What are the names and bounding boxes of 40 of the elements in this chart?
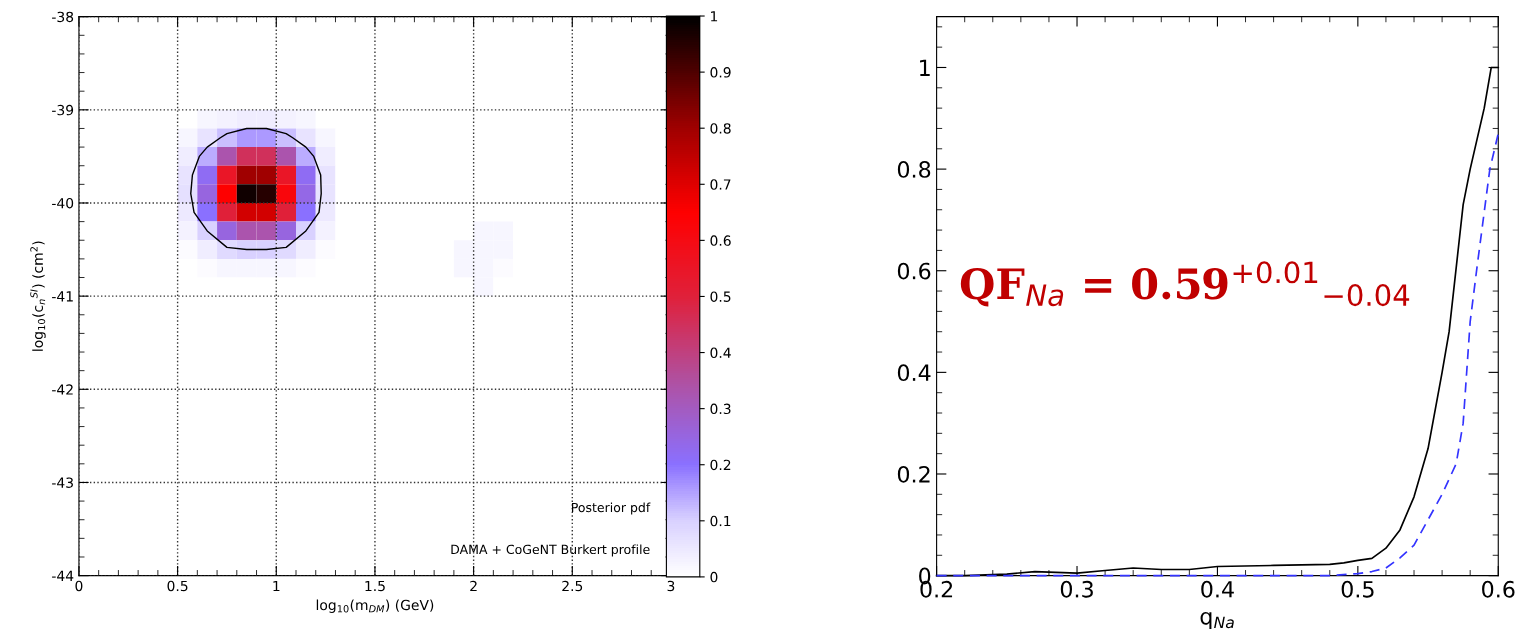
annotation: Posterior pdf <box>571 502 651 515</box>
x-tick-label: 0.5 <box>167 580 188 592</box>
y-tick-label: -40 <box>52 197 74 209</box>
x-tick-label: 0.5 <box>1341 580 1374 598</box>
color-bar-label: 0.4 <box>710 347 731 359</box>
y-tick-label: 0.2 <box>897 465 930 483</box>
y-axis-title: log$_{10}$(c$_{n}$$^{SI}$) (cm$^{2}$) <box>30 241 46 351</box>
y-tick-label: 0.6 <box>897 262 931 280</box>
x-tick-label: 1.5 <box>365 580 385 592</box>
x-tick-label: 0 <box>75 580 83 592</box>
color-bar-label: 1 <box>711 11 718 22</box>
y-tick-label: -43 <box>52 477 73 488</box>
x-tick-label: 2.5 <box>562 580 583 592</box>
y-tick-label: -41 <box>52 291 73 302</box>
color-bar-label: 0.3 <box>710 403 731 415</box>
x-tick-label: 3 <box>667 580 675 592</box>
x-tick-label: 0.6 <box>1482 580 1515 598</box>
annotation: QF$_{Na}$ = 0.59$^{+0.01}$$_{−0.04}$ <box>960 261 1410 307</box>
x-tick-label: 0.4 <box>1201 580 1234 598</box>
color-bar-label: 0.6 <box>710 235 731 246</box>
x-tick-label: 2 <box>470 580 477 592</box>
color-bar-label: 0.8 <box>710 123 731 134</box>
x-axis-title: q$_{Na}$ <box>1200 611 1234 629</box>
color-bar-label: 0.5 <box>710 291 731 302</box>
x-axis-title: log$_{10}$(m$_{DM}$) (GeV) <box>316 599 434 613</box>
color-bar-label: 0 <box>710 571 718 583</box>
color-bar-label: 0.1 <box>710 515 731 527</box>
y-tick-label: 0.4 <box>897 364 931 382</box>
x-tick-label: 1 <box>273 580 280 592</box>
color-bar-label: 0.2 <box>710 459 731 471</box>
y-tick-label: -38 <box>52 11 74 23</box>
y-tick-label: -44 <box>52 570 74 581</box>
y-tick-label: -39 <box>52 104 74 116</box>
x-tick-label: 0.3 <box>1060 580 1093 598</box>
color-bar-label: 0.9 <box>710 67 731 78</box>
y-tick-label: -42 <box>52 384 73 395</box>
y-tick-label: 1 <box>920 59 930 76</box>
annotation: DAMA + CoGeNT Burkert profile <box>451 544 650 557</box>
color-bar-label: 0.7 <box>710 179 731 190</box>
y-tick-label: 0.8 <box>897 161 931 178</box>
